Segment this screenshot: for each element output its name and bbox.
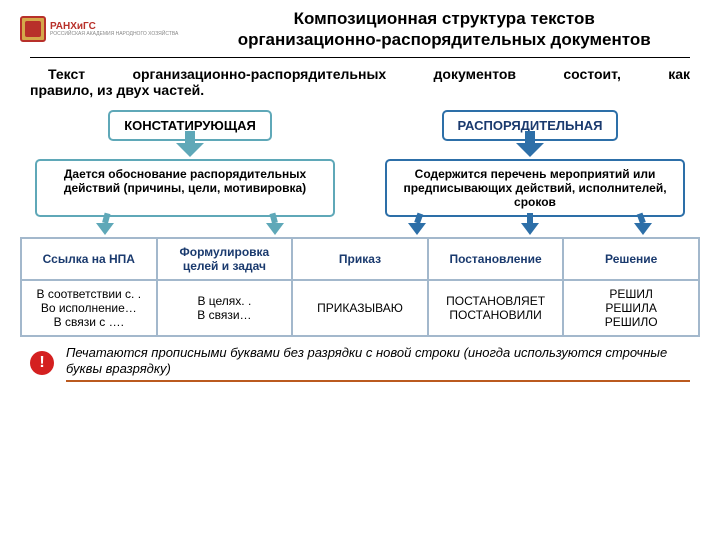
td: В соответствии с. . Во исполнение… В свя… bbox=[21, 280, 157, 336]
logo-emblem-icon bbox=[20, 16, 46, 42]
arrow-down-icon bbox=[634, 223, 652, 235]
right-desc-box: Содержится перечень мероприятий или пред… bbox=[385, 159, 685, 217]
header: РАНХиГС РОССИЙСКАЯ АКАДЕМИЯ НАРОДНОГО ХО… bbox=[0, 0, 720, 53]
intro-w: состоит, bbox=[563, 66, 620, 82]
intro-text: Текст организационно-распорядительных до… bbox=[0, 66, 720, 98]
th: Постановление bbox=[428, 238, 564, 280]
arrow-down-icon bbox=[408, 223, 426, 235]
title-line1: Композиционная структура текстов bbox=[294, 9, 595, 28]
footer-note: ! Печатаются прописными буквами без разр… bbox=[0, 345, 720, 383]
intro-w: как bbox=[668, 66, 690, 82]
footer-text: Печатаются прописными буквами без разряд… bbox=[66, 345, 690, 383]
td: В целях. . В связи… bbox=[157, 280, 293, 336]
page-title: Композиционная структура текстов организ… bbox=[188, 8, 700, 51]
th: Решение bbox=[563, 238, 699, 280]
intro-w: Текст bbox=[48, 66, 85, 82]
logo: РАНХиГС РОССИЙСКАЯ АКАДЕМИЯ НАРОДНОГО ХО… bbox=[20, 16, 178, 42]
th: Формулировка целей и задач bbox=[157, 238, 293, 280]
td: ПОСТАНОВЛЯЕТ ПОСТАНОВИЛИ bbox=[428, 280, 564, 336]
th: Ссылка на НПА bbox=[21, 238, 157, 280]
arrow-down-icon bbox=[176, 143, 204, 157]
intro-w: организационно-распорядительных bbox=[132, 66, 386, 82]
logo-text: РАНХиГС РОССИЙСКАЯ АКАДЕМИЯ НАРОДНОГО ХО… bbox=[50, 21, 178, 38]
intro-line2: правило, из двух частей. bbox=[30, 82, 690, 98]
title-line2: организационно-распорядительных документ… bbox=[238, 30, 651, 49]
td: РЕШИЛ РЕШИЛА РЕШИЛО bbox=[563, 280, 699, 336]
logo-sub: РОССИЙСКАЯ АКАДЕМИЯ НАРОДНОГО ХОЗЯЙСТВА bbox=[50, 32, 178, 38]
arrow-down-icon bbox=[516, 143, 544, 157]
divider bbox=[30, 57, 690, 58]
th: Приказ bbox=[292, 238, 428, 280]
left-desc-box: Дается обоснование распорядительных дейс… bbox=[35, 159, 335, 217]
td: ПРИКАЗЫВАЮ bbox=[292, 280, 428, 336]
document-table: Ссылка на НПА Формулировка целей и задач… bbox=[20, 237, 700, 337]
arrow-down-icon bbox=[96, 223, 114, 235]
exclamation-icon: ! bbox=[30, 351, 54, 375]
arrow-down-icon bbox=[521, 223, 539, 235]
intro-w: документов bbox=[434, 66, 516, 82]
arrow-down-icon bbox=[266, 223, 284, 235]
